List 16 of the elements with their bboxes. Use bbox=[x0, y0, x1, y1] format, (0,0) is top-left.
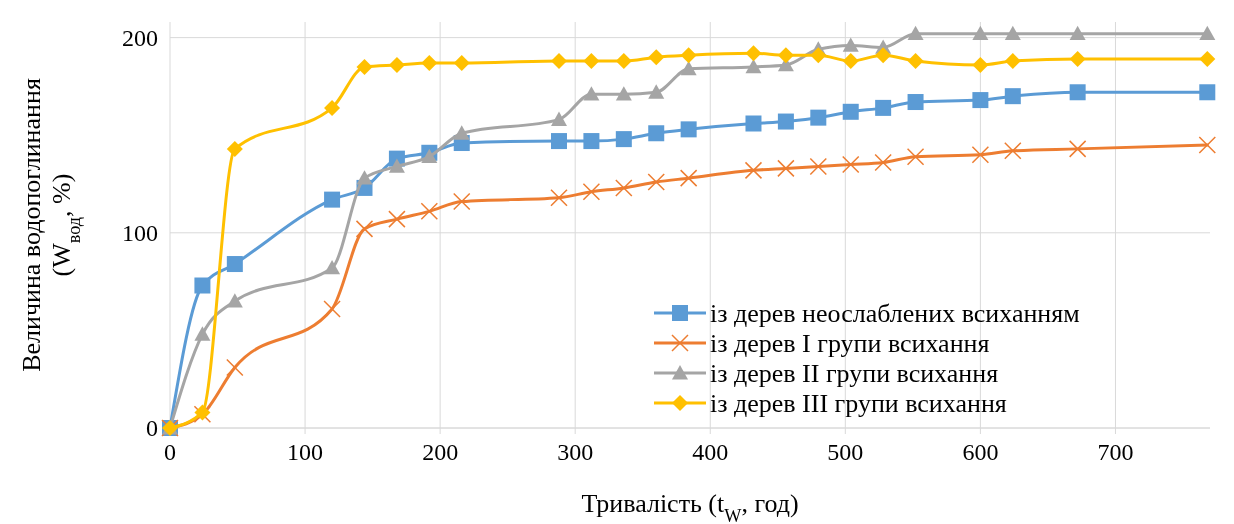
x-tick-label: 0 bbox=[164, 439, 176, 465]
legend-label: із дерев неослаблених всиханням bbox=[710, 299, 1080, 328]
x-axis-title: Тривалість (t$_{W}$, год) bbox=[581, 489, 799, 524]
legend-label: із дерев III групи всихання bbox=[710, 389, 1007, 418]
x-tick-label: 200 bbox=[422, 439, 459, 465]
x-tick-label: 100 bbox=[287, 439, 324, 465]
x-tick-label: 500 bbox=[827, 439, 864, 465]
y-tick-label: 200 bbox=[122, 24, 158, 51]
x-tick-label: 600 bbox=[962, 439, 999, 465]
x-tick-label: 300 bbox=[557, 439, 594, 465]
x-tick-label: 400 bbox=[692, 439, 729, 465]
legend-label: із дерев I групи всихання bbox=[710, 329, 990, 358]
y-tick-label: 100 bbox=[122, 219, 158, 246]
legend-label: із дерев II групи всихання bbox=[710, 359, 999, 388]
x-tick-label: 700 bbox=[1097, 439, 1134, 465]
y-tick-label: 0 bbox=[146, 415, 158, 441]
